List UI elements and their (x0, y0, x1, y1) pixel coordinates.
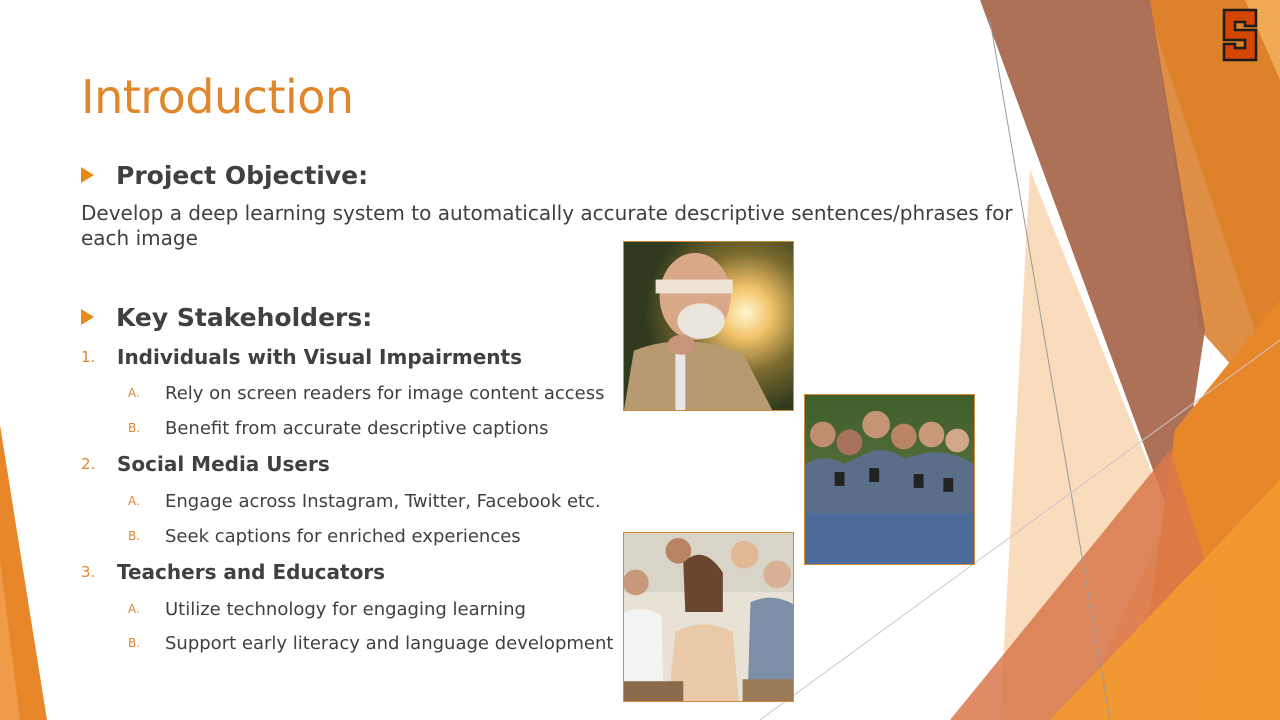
list-item-text: Benefit from accurate descriptive captio… (165, 417, 549, 439)
stakeholder-group: 1. Individuals with Visual Impairments (81, 344, 522, 370)
list-item: A. Utilize technology for engaging learn… (128, 597, 526, 621)
stakeholder-label: Individuals with Visual Impairments (117, 345, 522, 369)
list-item: B. Benefit from accurate descriptive cap… (128, 416, 548, 440)
list-number: 1. (81, 348, 96, 366)
classroom-laughing-photo (623, 532, 794, 702)
list-letter: B. (128, 529, 141, 543)
triangle-bullet-icon (81, 167, 94, 183)
list-item: A. Engage across Instagram, Twitter, Fac… (128, 489, 601, 513)
list-item-text: Utilize technology for engaging learning (165, 598, 526, 620)
list-letter: B. (128, 636, 141, 650)
list-number: 2. (81, 455, 96, 473)
list-item-text: Rely on screen readers for image content… (165, 382, 605, 404)
list-item-text: Support early literacy and language deve… (165, 632, 614, 654)
list-letter: A. (128, 386, 140, 400)
section-heading-text: Project Objective: (116, 160, 369, 190)
friends-phones-photo (804, 394, 975, 565)
list-item: A. Rely on screen readers for image cont… (128, 381, 605, 405)
list-letter: A. (128, 602, 140, 616)
list-item-text: Engage across Instagram, Twitter, Facebo… (165, 490, 601, 512)
orange-s-logo (1222, 8, 1258, 62)
list-item: B. Support early literacy and language d… (128, 631, 613, 655)
section-heading-objective: Project Objective: (81, 160, 368, 190)
stakeholder-group: 3. Teachers and Educators (81, 559, 385, 585)
stakeholder-group: 2. Social Media Users (81, 451, 330, 477)
list-number: 3. (81, 563, 96, 581)
list-item-text: Seek captions for enriched experiences (165, 525, 521, 547)
stakeholder-label: Teachers and Educators (117, 560, 386, 584)
section-heading-stakeholders: Key Stakeholders: (81, 302, 372, 332)
list-letter: A. (128, 494, 140, 508)
list-letter: B. (128, 421, 141, 435)
slide-title: Introduction (81, 70, 354, 124)
blindfolded-man-photo (623, 241, 794, 411)
section-heading-text: Key Stakeholders: (116, 302, 373, 332)
stakeholder-label: Social Media Users (117, 452, 330, 476)
triangle-bullet-icon (81, 309, 94, 325)
objective-text: Develop a deep learning system to automa… (81, 201, 1013, 250)
list-item: B. Seek captions for enriched experience… (128, 524, 521, 548)
